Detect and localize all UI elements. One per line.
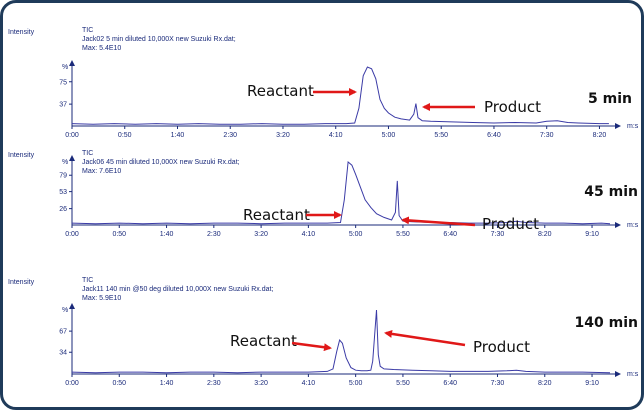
x-tick-label: 0:50 bbox=[118, 132, 132, 139]
x-label: m:s bbox=[627, 123, 639, 130]
x-tick-label: 3:20 bbox=[276, 132, 290, 139]
y-tick-label: 26 bbox=[59, 206, 67, 213]
x-tick-label: 3:20 bbox=[254, 380, 268, 387]
chart-title: TIC bbox=[82, 27, 93, 34]
x-tick-label: 2:30 bbox=[223, 132, 237, 139]
arrow bbox=[384, 329, 466, 347]
x-tick-label: 6:40 bbox=[443, 380, 457, 387]
max-label: Max: 5.9E10 bbox=[82, 295, 121, 302]
annotation: Product bbox=[473, 338, 530, 356]
trace bbox=[71, 309, 611, 374]
x-tick-label: 5:50 bbox=[396, 231, 410, 238]
x-tick-label: 7:30 bbox=[491, 231, 505, 238]
x-tick-label: 9:10 bbox=[585, 231, 599, 238]
x-tick-label: 5:00 bbox=[349, 380, 363, 387]
sample-name: Jack11 140 min @50 deg diluted 10,000X n… bbox=[82, 286, 273, 293]
y-axis-title: Intensity bbox=[8, 279, 35, 286]
x-tick-label: 4:10 bbox=[329, 132, 343, 139]
x-tick-label: 0:00 bbox=[65, 380, 79, 387]
y-axis-title: Intensity bbox=[8, 29, 35, 36]
y-label: % bbox=[62, 159, 68, 166]
max-label: Max: 5.4E10 bbox=[82, 45, 121, 52]
max-label: Max: 7.6E10 bbox=[82, 168, 121, 175]
x-tick-label: 0:00 bbox=[65, 231, 79, 238]
x-tick-label: 2:30 bbox=[207, 231, 221, 238]
x-tick-label: 2:30 bbox=[207, 380, 221, 387]
x-tick-label: 1:40 bbox=[160, 380, 174, 387]
x-tick-label: 6:40 bbox=[487, 132, 501, 139]
arrow bbox=[291, 341, 332, 352]
x-tick-label: 5:50 bbox=[396, 380, 410, 387]
y-tick-label: 53 bbox=[59, 189, 67, 196]
y-tick-label: 37 bbox=[59, 102, 67, 109]
chart-title: TIC bbox=[82, 150, 93, 157]
x-tick-label: 8:20 bbox=[593, 132, 607, 139]
x-tick-label: 3:20 bbox=[254, 231, 268, 238]
time-tag: 45 min bbox=[584, 184, 638, 200]
arrow bbox=[401, 216, 476, 227]
x-tick-label: 0:00 bbox=[65, 132, 79, 139]
time-tag: 140 min bbox=[575, 315, 638, 331]
x-label: m:s bbox=[627, 222, 639, 229]
x-tick-label: 0:50 bbox=[112, 380, 126, 387]
y-tick-label: 79 bbox=[59, 173, 67, 180]
trace bbox=[71, 161, 611, 225]
annotation: Reactant bbox=[247, 82, 314, 100]
x-tick-label: 5:00 bbox=[349, 231, 363, 238]
annotation: Reactant bbox=[230, 332, 297, 350]
y-label: % bbox=[62, 64, 68, 71]
y-axis-title: Intensity bbox=[8, 152, 35, 159]
x-tick-label: 4:10 bbox=[302, 380, 316, 387]
sample-name: Jack02 5 min diluted 10,000X new Suzuki … bbox=[82, 36, 236, 43]
sample-name: Jack06 45 min diluted 10,000X new Suzuki… bbox=[82, 159, 240, 166]
annotation: Product bbox=[482, 215, 539, 233]
y-tick-label: 67 bbox=[59, 329, 67, 336]
y-label: % bbox=[62, 307, 68, 314]
x-tick-label: 0:50 bbox=[112, 231, 126, 238]
trace bbox=[71, 66, 609, 125]
x-tick-label: 5:50 bbox=[434, 132, 448, 139]
x-label: m:s bbox=[627, 371, 639, 378]
x-tick-label: 6:40 bbox=[443, 231, 457, 238]
x-tick-label: 4:10 bbox=[302, 231, 316, 238]
x-tick-label: 7:30 bbox=[540, 132, 554, 139]
x-tick-label: 1:40 bbox=[160, 231, 174, 238]
annotation: Reactant bbox=[243, 206, 310, 224]
x-tick-label: 1:40 bbox=[171, 132, 185, 139]
time-tag: 5 min bbox=[588, 91, 632, 107]
x-tick-label: 8:20 bbox=[538, 231, 552, 238]
annotation: Product bbox=[484, 98, 541, 116]
y-tick-label: 75 bbox=[59, 79, 67, 86]
chart-title: TIC bbox=[82, 277, 93, 284]
x-tick-label: 7:30 bbox=[491, 380, 505, 387]
y-tick-label: 34 bbox=[59, 350, 67, 357]
x-tick-label: 5:00 bbox=[382, 132, 396, 139]
x-tick-label: 9:10 bbox=[585, 380, 599, 387]
x-tick-label: 8:20 bbox=[538, 380, 552, 387]
